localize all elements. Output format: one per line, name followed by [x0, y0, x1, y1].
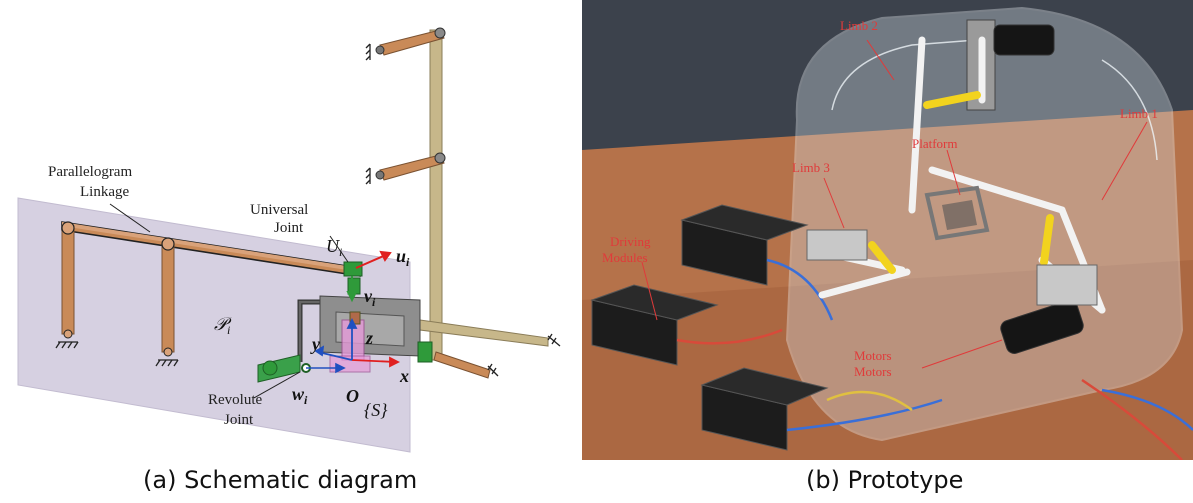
- lower-orange-arm: [433, 351, 491, 379]
- caption-prototype: (b) Prototype: [806, 466, 964, 494]
- vertical-column: [429, 29, 443, 361]
- y-axis-arrow: [314, 345, 353, 361]
- photo-label-limb3: Limb 3: [792, 160, 830, 175]
- ground-symbol-6: [155, 359, 179, 367]
- driving-module-3: [700, 367, 829, 451]
- yellow-links: [868, 91, 1054, 274]
- label-w: wi: [292, 384, 308, 407]
- ground-symbol-4: [487, 363, 499, 377]
- green-joint-right: [417, 341, 433, 363]
- z-axis-arrow: [346, 317, 358, 360]
- w-axis-arrow: [306, 362, 346, 374]
- u-axis-arrow: [355, 250, 392, 269]
- caption-schematic: (a) Schematic diagram: [143, 466, 418, 494]
- photo-label-driving-2: Modules: [602, 250, 648, 265]
- photo-label-motors-2: Motors: [854, 364, 892, 379]
- leader-platform: [946, 149, 961, 196]
- label-parallelogram-1: Parallelogram: [48, 164, 132, 180]
- ground-symbol-5: [55, 341, 79, 349]
- photo-label-motors-1: Motors: [854, 348, 892, 363]
- label-U: Ui: [326, 236, 342, 259]
- leader-limb1: [1101, 121, 1148, 201]
- schematic-diagram: Parallelogram Linkage Universal Joint Re…: [17, 27, 561, 453]
- label-v: vi: [364, 286, 376, 309]
- motor-bottom: [1000, 300, 1084, 354]
- leader-limb2: [866, 39, 895, 81]
- cables: [676, 258, 1193, 460]
- label-O: O: [346, 386, 359, 406]
- ground-symbol-3: [547, 333, 561, 347]
- label-z: z: [365, 328, 373, 348]
- label-universal-1: Universal: [250, 202, 308, 218]
- base-block-right: [1036, 264, 1098, 306]
- leader-universal: [329, 235, 349, 263]
- label-x: x: [399, 366, 409, 386]
- label-revolute-1: Revolute: [208, 392, 262, 408]
- label-u: ui: [396, 246, 410, 269]
- photo-label-limb1: Limb 1: [1120, 106, 1158, 121]
- photo-label-driving-1: Driving: [610, 234, 651, 249]
- driving-module-1: [680, 204, 809, 286]
- label-revolute-2: Joint: [224, 412, 254, 428]
- leader-limb3: [823, 177, 845, 229]
- upper-arm-1: [375, 27, 446, 56]
- parallelogram-linkage: [61, 221, 361, 357]
- platform: [924, 185, 990, 241]
- leader-revolute: [253, 371, 301, 399]
- label-S: {S}: [364, 400, 388, 420]
- label-parallelogram-2: Linkage: [80, 184, 129, 200]
- upper-arm-2: [375, 152, 446, 181]
- x-axis-arrow: [351, 356, 401, 368]
- leader-motors: [921, 339, 1003, 369]
- leader-driving: [641, 261, 658, 321]
- base-block-left: [806, 229, 868, 261]
- leader-parallelogram: [109, 203, 151, 233]
- moving-platform: [319, 295, 421, 373]
- label-y: y: [310, 334, 321, 354]
- photo-label-platform: Platform: [912, 136, 958, 151]
- label-universal-2: Joint: [274, 220, 304, 236]
- prototype-photo: Limb 2 Limb 1 Limb 3 Platform Driving Mo…: [582, 0, 1193, 460]
- ground-symbol-1: [365, 43, 371, 61]
- photo-label-limb2: Limb 2: [840, 18, 878, 33]
- ground-symbol-2: [365, 167, 371, 185]
- v-axis-arrow: [346, 276, 358, 303]
